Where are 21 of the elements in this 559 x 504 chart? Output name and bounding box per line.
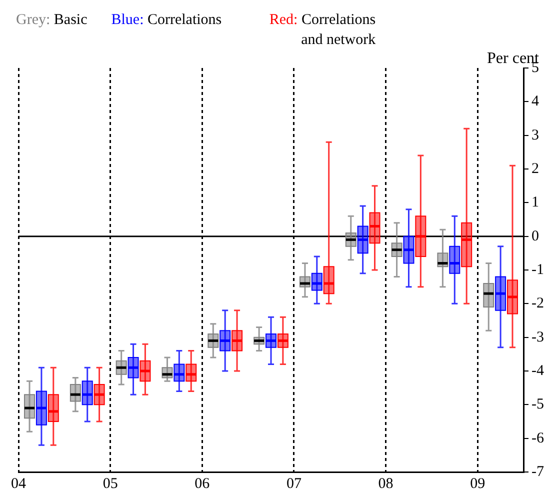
y-tick-label: -3 (532, 329, 544, 346)
x-tick-label: 07 (286, 476, 302, 492)
y-tick-label: 0 (532, 228, 540, 244)
x-tick-label: 08 (378, 476, 394, 492)
text: Red: Correlations and network (269, 12, 376, 48)
y-tick-label: -4 (532, 362, 544, 379)
x-tick-label: 04 (11, 476, 26, 492)
x-tick-label: 06 (194, 476, 210, 492)
x-tick-label: 09 (470, 476, 486, 492)
y-tick-label: 1 (532, 194, 540, 211)
text: Blue: Correlations (111, 12, 222, 28)
y-tick-label: -5 (532, 396, 544, 413)
y-tick-label: 2 (532, 160, 540, 177)
y-tick-label: 3 (532, 127, 540, 144)
x-tick-label: 05 (102, 476, 118, 492)
y-tick-label: -7 (532, 464, 544, 480)
y-tick-label: -2 (532, 296, 544, 312)
y-tick-label: 4 (532, 94, 540, 110)
text: Grey: Basic (16, 12, 88, 28)
y-tick-label: -1 (532, 262, 544, 278)
y-tick-label: -6 (532, 430, 544, 446)
